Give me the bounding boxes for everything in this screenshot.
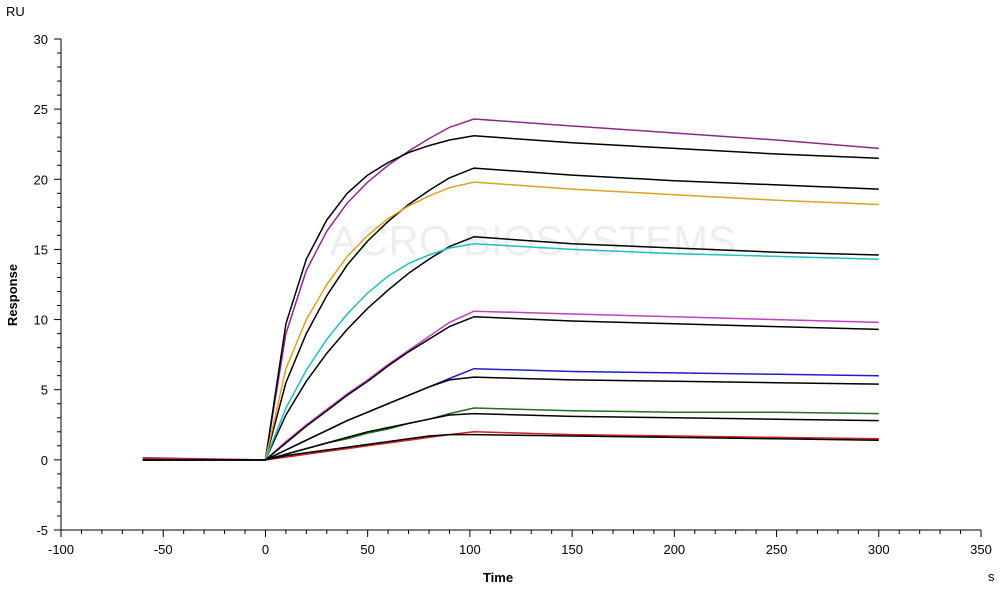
y-tick-label: -5 [36,523,48,538]
y-tick-label: 0 [41,453,48,468]
y-axis-title: Response [5,264,20,326]
series-line-14 [142,433,879,461]
x-tick-label: 200 [663,542,685,557]
x-tick-label: 50 [360,542,374,557]
x-tick-label: -100 [48,542,74,557]
x-tick-label: -50 [154,542,173,557]
series-line-3 [142,167,879,461]
x-axis-title: Time [483,570,513,585]
y-tick-label: 20 [34,172,48,187]
x-tick-label: 350 [970,542,992,557]
y-tick-label: 25 [34,102,48,117]
series-line-10 [142,376,879,461]
series-line-2 [142,135,879,461]
series-line-6 [142,243,879,461]
series-line-12 [142,412,879,461]
x-ticks: -100 -50 0 50 100 150 200 250 300 350 [48,530,992,557]
series-line-11 [142,407,879,461]
y-tick-label: 5 [41,383,48,398]
y-unit-label: RU [6,4,25,19]
x-tick-label: 250 [766,542,788,557]
x-tick-label: 300 [868,542,890,557]
series-layer [142,118,879,461]
y-tick-label: 10 [34,313,48,328]
x-tick-label: 100 [459,542,481,557]
x-unit-label: s [988,569,995,584]
axes [60,39,981,531]
x-tick-label: 0 [262,542,269,557]
series-line-13 [142,431,879,461]
series-line-5 [142,236,879,461]
x-tick-label: 150 [561,542,583,557]
series-line-8 [142,316,879,461]
series-line-7 [142,310,879,461]
y-ticks: -5 0 5 10 15 20 25 30 [34,32,61,538]
y-tick-label: 30 [34,32,48,47]
y-tick-label: 15 [34,242,48,257]
series-line-4 [142,181,879,461]
